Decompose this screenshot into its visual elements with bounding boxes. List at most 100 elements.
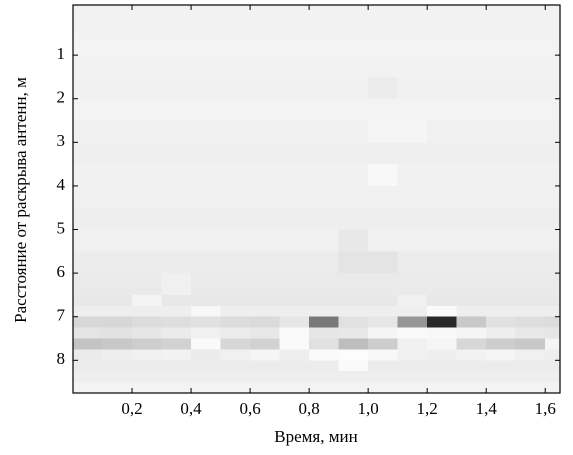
heatmap-cell [338,316,369,328]
heatmap-cell [220,316,251,328]
heatmap-cell [250,207,280,230]
heatmap-cell [397,294,428,306]
heatmap-cell [456,338,487,350]
heatmap-cell [486,120,516,143]
heatmap-cell [456,273,487,295]
heatmap-cell [515,327,546,339]
heatmap-cell [338,371,369,383]
heatmap-cell [515,33,546,56]
heatmap-cell [250,98,280,121]
heatmap-cell [132,371,162,383]
heatmap-cell [456,33,487,56]
heatmap-cell [250,360,280,372]
heatmap-cell [338,33,369,56]
heatmap-cell [515,164,546,186]
heatmap-cell [161,142,192,165]
heatmap-cell [132,98,162,121]
heatmap-cell [220,120,251,143]
heatmap-cell [220,294,251,306]
heatmap-cell [456,360,487,372]
heatmap-cell [486,229,516,252]
heatmap-cell [515,360,546,372]
heatmap-cell [338,142,369,165]
heatmap-cell [456,382,487,393]
heatmap-cell [515,55,546,77]
y-tick-label: 4 [57,175,66,194]
heatmap-cell [102,229,133,252]
heatmap-cell [191,305,221,317]
heatmap-cell [309,5,339,34]
heatmap-cell [427,338,457,350]
heatmap-cell [250,164,280,186]
heatmap-cell [368,316,398,328]
heatmap-cell [545,338,560,350]
heatmap-cell [486,294,516,306]
heatmap-cell [397,185,428,208]
heatmap-cell [545,316,560,328]
heatmap-cell [486,360,516,372]
heatmap-cell [73,185,103,208]
heatmap-cell [427,294,457,306]
heatmap-cell [456,327,487,339]
heatmap-cell [250,382,280,393]
x-tick-label: 1,4 [476,399,498,418]
heatmap-cell [545,185,560,208]
heatmap-cell [73,207,103,230]
heatmap-cell [220,338,251,350]
heatmap-cell [427,316,457,328]
heatmap-cell [161,76,192,99]
heatmap-cell [338,207,369,230]
heatmap-cell [250,33,280,56]
heatmap-cell [309,327,339,339]
heatmap-cell [191,164,221,186]
heatmap-cell [73,382,103,393]
heatmap-cell [338,338,369,350]
heatmap-cell [279,251,310,274]
heatmap-cell [368,360,398,372]
heatmap-cell [132,360,162,372]
heatmap-cell [397,382,428,393]
heatmap-cell [132,273,162,295]
heatmap-cell [456,207,487,230]
x-tick-label: 1,6 [535,399,556,418]
heatmap-cell [220,142,251,165]
heatmap-cell [338,76,369,99]
heatmap-cell [456,164,487,186]
heatmap-cell [102,327,133,339]
heatmap-cell [427,207,457,230]
heatmap-cell [191,327,221,339]
heatmap-cell [486,164,516,186]
heatmap-cell [161,229,192,252]
heatmap-cell [279,371,310,383]
heatmap-cell [486,371,516,383]
heatmap-cell [397,327,428,339]
heatmap-cell [73,316,103,328]
heatmap-cell [456,76,487,99]
heatmap-cell [427,327,457,339]
heatmap-cell [161,164,192,186]
heatmap-cell [515,185,546,208]
heatmap-cell [250,338,280,350]
heatmap-cell [279,33,310,56]
heatmap-cell [368,120,398,143]
heatmap-cell [427,360,457,372]
heatmap-cell [397,349,428,361]
heatmap-cell [545,55,560,77]
heatmap-cell [545,207,560,230]
heatmap-cell [73,33,103,56]
heatmap-cell [73,55,103,77]
heatmap-cell [309,382,339,393]
heatmap-cell [250,229,280,252]
heatmap-cell [338,98,369,121]
heatmap-cell [397,142,428,165]
heatmap-cell [73,5,103,34]
x-axis-label: Время, мин [274,427,357,446]
heatmap-cell [73,294,103,306]
heatmap-cell [250,371,280,383]
heatmap-cell [161,349,192,361]
heatmap-cell [102,207,133,230]
heatmap-cell [220,98,251,121]
heatmap-cell [545,305,560,317]
heatmap-cell [220,55,251,77]
heatmap-cell [397,5,428,34]
